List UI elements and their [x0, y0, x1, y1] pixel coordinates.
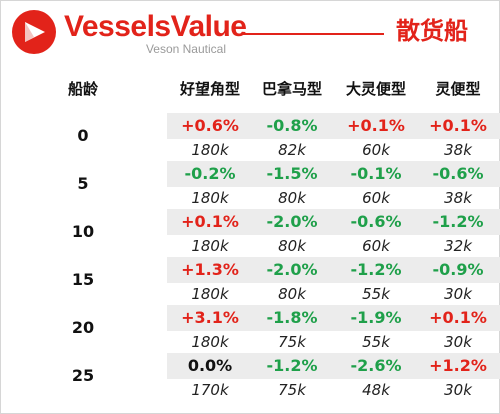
value-change-cell: -2.0% [266, 212, 318, 231]
column-header: 巴拿马型 [261, 80, 322, 98]
vessel-size-cell: 180k [191, 141, 229, 159]
vessel-size-cell: 80k [278, 237, 306, 255]
table-row-band [167, 209, 500, 235]
table-row-band [167, 305, 500, 331]
vessel-age-label: 10 [71, 222, 95, 241]
vessel-size-cell: 82k [278, 141, 306, 159]
value-change-cell: +0.1% [181, 212, 239, 231]
page-title: 散货船 [396, 17, 468, 45]
vessel-size-cell: 30k [444, 333, 472, 351]
brand-name: VesselsValue [64, 10, 247, 43]
vessel-size-cell: 75k [278, 333, 306, 351]
value-change-cell: -1.8% [266, 308, 318, 327]
vessel-size-cell: 38k [444, 141, 472, 159]
table-row-band [167, 257, 500, 283]
value-change-cell: -1.2% [266, 356, 318, 375]
value-change-cell: -2.6% [350, 356, 402, 375]
vessel-size-cell: 180k [191, 333, 229, 351]
vessel-age-label: 20 [71, 318, 95, 337]
vessel-size-cell: 60k [362, 141, 390, 159]
table-row-band [167, 161, 500, 187]
vessel-size-cell: 180k [191, 189, 229, 207]
vessel-size-cell: 55k [362, 285, 390, 303]
value-change-cell: +0.6% [181, 116, 239, 135]
value-change-cell: -0.2% [184, 164, 236, 183]
vessel-size-cell: 60k [362, 189, 390, 207]
vessel-age-label: 15 [71, 270, 95, 289]
vessel-size-cell: 48k [362, 381, 390, 399]
table-row-band [167, 353, 500, 379]
vessel-size-cell: 75k [278, 381, 306, 399]
table-row-band [167, 113, 500, 139]
column-header: 好望角型 [179, 80, 240, 98]
value-change-cell: -1.2% [432, 212, 484, 231]
value-change-cell: -0.1% [350, 164, 402, 183]
value-change-cell: +0.1% [429, 308, 487, 327]
value-change-cell: -0.6% [432, 164, 484, 183]
header-rule [242, 33, 384, 35]
value-change-cell: +1.2% [429, 356, 487, 375]
value-change-cell: +0.1% [429, 116, 487, 135]
vessel-size-cell: 80k [278, 189, 306, 207]
header: VesselsValue Veson Nautical 散货船 [0, 0, 500, 70]
vessel-age-label: 25 [71, 366, 95, 385]
vessel-size-cell: 180k [191, 237, 229, 255]
age-column-header: 船龄 [67, 80, 98, 98]
vessel-size-cell: 30k [444, 285, 472, 303]
value-change-cell: +1.3% [181, 260, 239, 279]
brand-subtitle: Veson Nautical [145, 42, 226, 56]
value-change-cell: -1.9% [350, 308, 402, 327]
value-change-cell: -1.5% [266, 164, 318, 183]
value-change-cell: -0.6% [350, 212, 402, 231]
vessel-size-cell: 60k [362, 237, 390, 255]
vessel-size-cell: 180k [191, 285, 229, 303]
vessel-size-cell: 30k [444, 381, 472, 399]
logo-icon [12, 10, 56, 54]
value-change-cell: +3.1% [181, 308, 239, 327]
column-header: 灵便型 [435, 80, 481, 98]
column-header: 大灵便型 [345, 80, 406, 98]
value-change-cell: -0.8% [266, 116, 318, 135]
value-change-cell: -1.2% [350, 260, 402, 279]
vessel-size-cell: 55k [362, 333, 390, 351]
vessel-size-cell: 38k [444, 189, 472, 207]
vessel-size-cell: 80k [278, 285, 306, 303]
vessel-size-cell: 170k [191, 381, 229, 399]
vessel-age-label: 5 [77, 174, 89, 193]
value-change-cell: -0.9% [432, 260, 484, 279]
vessel-age-label: 0 [77, 126, 89, 145]
value-change-cell: -2.0% [266, 260, 318, 279]
vessel-size-cell: 32k [444, 237, 472, 255]
value-change-cell: +0.1% [347, 116, 405, 135]
value-change-cell: 0.0% [187, 356, 233, 375]
